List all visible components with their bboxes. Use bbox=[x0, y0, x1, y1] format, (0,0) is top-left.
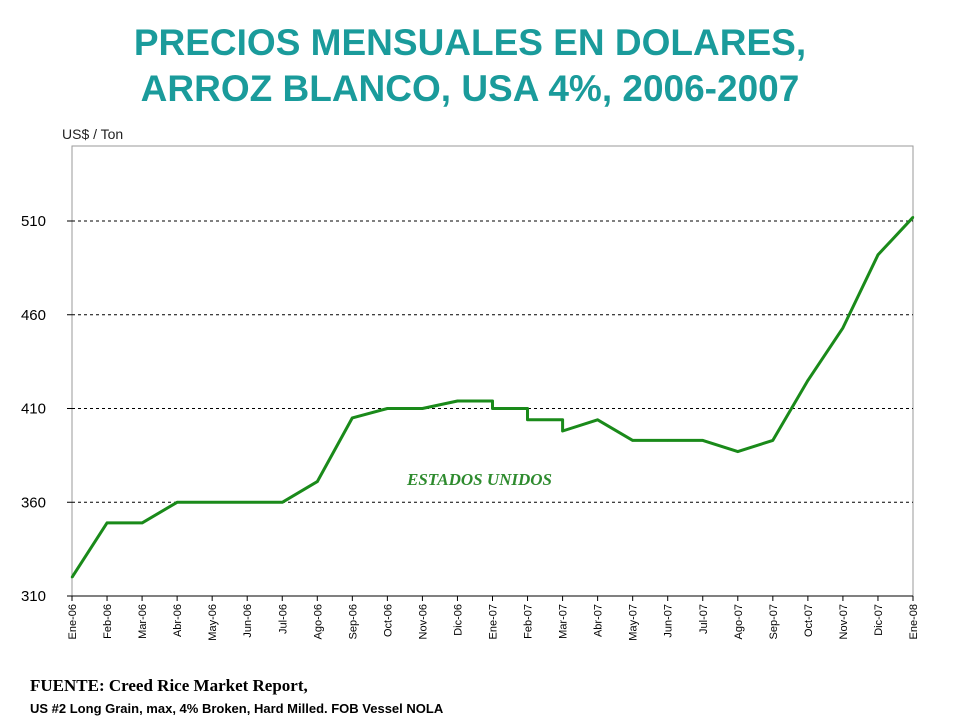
x-tick-label: Ene-07 bbox=[488, 604, 500, 639]
x-tick-label: Ago-06 bbox=[312, 604, 324, 639]
x-tick-label: Sep-06 bbox=[347, 604, 359, 639]
data-point bbox=[911, 216, 915, 219]
x-tick-label: Dic-07 bbox=[873, 604, 885, 636]
title-line-1: PRECIOS MENSUALES EN DOLARES, bbox=[133, 22, 807, 63]
data-point bbox=[421, 407, 424, 410]
x-tick-label: Sep-07 bbox=[768, 604, 780, 639]
x-tick-label: Ago-07 bbox=[733, 604, 745, 639]
x-tick-label: May-07 bbox=[628, 604, 640, 641]
data-point bbox=[491, 407, 494, 410]
x-tick-label: Feb-07 bbox=[523, 604, 535, 639]
source-line-1: FUENTE: Creed Rice Market Report, bbox=[30, 676, 308, 695]
x-tick-label: Abr-07 bbox=[593, 604, 605, 637]
data-point bbox=[701, 439, 704, 442]
plot-area bbox=[71, 145, 914, 597]
data-point bbox=[140, 521, 144, 525]
data-point bbox=[736, 450, 739, 453]
data-point bbox=[456, 399, 459, 403]
x-tick-label: May-06 bbox=[207, 604, 219, 641]
x-tick-label: Oct-07 bbox=[803, 604, 815, 637]
data-point bbox=[876, 253, 880, 256]
series-line-estados-unidos bbox=[70, 216, 915, 579]
data-point bbox=[386, 407, 389, 410]
data-point bbox=[351, 416, 354, 420]
data-point bbox=[281, 501, 284, 504]
data-point bbox=[526, 418, 529, 421]
data-point bbox=[246, 501, 249, 504]
data-point bbox=[771, 439, 775, 442]
data-point bbox=[841, 326, 845, 330]
source-line-2: US #2 Long Grain, max, 4% Broken, Hard M… bbox=[30, 701, 444, 716]
data-point bbox=[631, 439, 634, 442]
data-point bbox=[316, 480, 319, 483]
x-tick-label: Nov-06 bbox=[417, 604, 429, 639]
title-line-2: ARROZ BLANCO, USA 4%, 2006-2007 bbox=[140, 68, 800, 109]
data-point bbox=[210, 501, 214, 504]
x-tick-label: Ene-06 bbox=[67, 604, 79, 639]
data-point bbox=[806, 379, 810, 382]
x-tick-label: Mar-07 bbox=[558, 604, 570, 639]
data-point bbox=[561, 429, 564, 433]
x-tick-label: Jul-06 bbox=[277, 604, 289, 634]
x-tick-label: Jun-06 bbox=[242, 604, 254, 638]
y-axis-label: US$ / Ton bbox=[62, 126, 124, 142]
data-point bbox=[596, 418, 599, 421]
x-tick-label: Nov-07 bbox=[838, 604, 850, 639]
x-tick-label: Jun-07 bbox=[663, 604, 675, 638]
data-point bbox=[175, 501, 179, 504]
data-point bbox=[561, 418, 564, 421]
y-tick-label: 460 bbox=[21, 307, 46, 324]
x-tick-label: Mar-06 bbox=[137, 604, 149, 639]
x-tick-label: Ene-08 bbox=[908, 604, 920, 639]
y-tick-label: 310 bbox=[21, 588, 46, 605]
data-point bbox=[70, 576, 74, 579]
data-point bbox=[666, 439, 669, 442]
x-tick-label: Dic-06 bbox=[452, 604, 464, 636]
x-tick-label: Jul-07 bbox=[698, 604, 710, 634]
chart-title: PRECIOS MENSUALES EN DOLARES, ARROZ BLAN… bbox=[0, 20, 940, 112]
x-tick-label: Abr-06 bbox=[172, 604, 184, 637]
y-tick-label: 510 bbox=[21, 213, 46, 230]
y-tick-label: 360 bbox=[21, 494, 46, 511]
source-note: FUENTE: Creed Rice Market Report, US #2 … bbox=[30, 676, 443, 716]
x-tick-label: Feb-06 bbox=[102, 604, 114, 639]
data-point bbox=[105, 521, 109, 525]
data-point bbox=[491, 399, 494, 403]
data-point bbox=[526, 407, 529, 410]
series-annotation: ESTADOS UNIDOS bbox=[406, 470, 552, 489]
y-tick-label: 410 bbox=[21, 401, 46, 418]
x-tick-label: Oct-06 bbox=[382, 604, 394, 637]
